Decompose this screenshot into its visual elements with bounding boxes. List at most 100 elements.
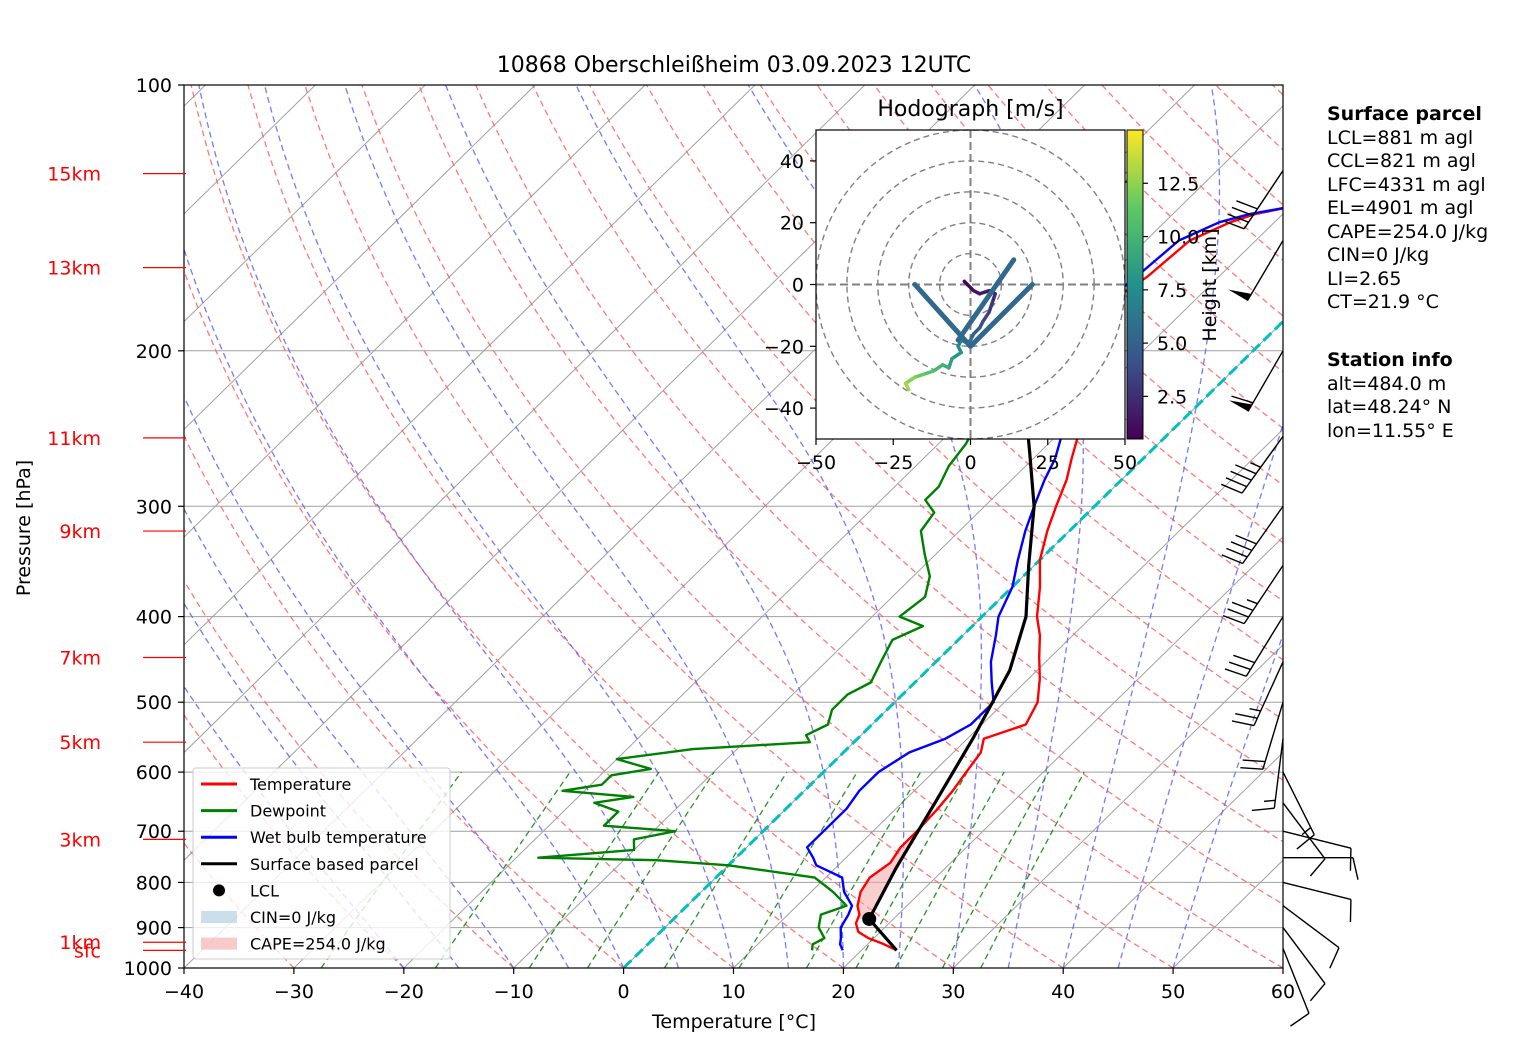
height-tick-label: 9km [59,521,101,543]
x-tick-label: 10 [721,981,745,1003]
colorbar-label: Height [km] [1199,228,1221,341]
parcel-li: LI=2.65 [1327,267,1402,290]
y-tick-label: 300 [136,496,172,518]
station-lat: lat=48.24° N [1327,396,1452,418]
legend-swatch [201,911,237,923]
x-tick-label: −40 [164,981,204,1003]
hodograph-y-tick-label: 20 [780,213,804,235]
parcel-cape: CAPE=254.0 J/kg [1327,220,1489,243]
moist-adiabat-line [198,85,680,968]
height-tick-label: 3km [59,829,101,851]
surface-parcel-panel: Surface parcel LCL=881 m agl CCL=821 m a… [1327,103,1488,315]
height-tick-label: 1km [59,932,101,954]
barb-pennant [1229,400,1252,412]
wind-barb [1229,350,1284,412]
wind-barb [1282,802,1326,877]
wind-barb [1282,881,1352,922]
x-tick-label: 50 [1161,981,1185,1003]
y-tick-label: 700 [136,821,172,843]
barb-staff [1247,350,1284,412]
barb-staff [1241,435,1284,494]
dry-adiabat-line [418,85,1283,968]
isotherm-line [733,428,1283,968]
hodograph-background [816,130,1125,439]
barb-staff [1282,771,1315,836]
barb-full [1231,601,1254,611]
height-tick-label: 7km [59,648,101,670]
hodograph: Hodograph [m/s] −50 −25 0 25 50 −40 −20 0 20 40 2.5… [764,97,1221,474]
isotherm-line [184,85,426,323]
cape-shading [857,829,920,919]
barb-staff [1253,661,1284,726]
barb-staff [1282,881,1352,901]
barb-full [1231,720,1255,727]
moist-adiabat-line [1172,632,1283,968]
barb-staff [1273,738,1284,809]
barb-full [1235,534,1257,545]
barb-staff [1262,701,1284,770]
hodograph-y-tick-label: 40 [780,151,804,173]
height-tick-label: 15km [47,164,101,186]
mixing-ratio-line [663,771,788,968]
x-tick-label: −30 [274,981,314,1003]
hodograph-trace-segment [981,310,991,324]
barb-full [1231,395,1254,404]
legend-swatch [201,937,237,950]
x-tick-label: 60 [1271,981,1295,1003]
colorbar-tick-label: 7.5 [1157,280,1187,302]
x-tick-label: −10 [494,981,534,1003]
isotherm-line [952,644,1283,968]
mixing-ratio-line [805,771,922,968]
hodograph-trace-segment [931,363,945,373]
isotherm-line [184,85,756,646]
height-tick-label: 5km [59,732,101,754]
barb-full [1233,654,1255,664]
wind-barb [1283,856,1359,880]
height-tick-label: sfc [74,940,101,962]
moist-adiabat-line [184,602,460,968]
barb-full [1230,470,1252,481]
barb-staff [1242,505,1284,564]
freezing-isotherm-line [622,319,1283,968]
barb-half [1249,707,1261,712]
x-tick-label: 0 [618,981,630,1003]
parcel-el: EL=4901 m agl [1327,197,1474,219]
barb-full [1225,477,1247,488]
isotherm-line [1062,751,1283,968]
wind-barb [1220,435,1284,494]
hodograph-shear-vector [955,257,1017,343]
dry-adiabat-line [816,85,1283,544]
wind-barb [1231,661,1284,727]
wind-barb [1224,616,1284,677]
barb-staff [1246,240,1284,302]
wind-barb [1222,170,1284,230]
barb-full [1231,206,1254,217]
barb-full [1221,554,1243,565]
mixing-ratio-line [586,771,715,968]
hodograph-x-tick-label: −50 [796,452,836,474]
parcel-ccl: CCL=821 m agl [1327,150,1476,172]
hodograph-trace-segment [903,375,917,386]
hodograph-plot [816,130,1125,439]
barb-full [1222,614,1245,625]
barb-half [1301,827,1312,836]
moist-adiabat-line [263,85,735,968]
legend-label: CIN=0 J/kg [250,908,336,927]
barb-half [1264,799,1276,803]
hodograph-y-tick-label: 0 [792,275,804,297]
wind-barb [1251,738,1284,812]
station-info-panel: Station info alt=484.0 m lat=48.24° N lo… [1327,349,1454,443]
dry-adiabat-line [190,85,844,968]
barb-full [1227,213,1249,223]
barb-half [1250,462,1262,468]
wind-barb [1228,240,1284,302]
barb-full [1222,220,1245,230]
wind-barb [1240,701,1284,770]
mixing-ratio-line [738,771,858,968]
y-tick-label: 200 [136,341,172,363]
barb-full [1290,1012,1310,1027]
mixing-ratio-line [894,771,1005,968]
hodograph-title: Hodograph [m/s] [877,97,1063,122]
dry-adiabat-line [873,85,1283,487]
wind-barb [1282,905,1340,969]
